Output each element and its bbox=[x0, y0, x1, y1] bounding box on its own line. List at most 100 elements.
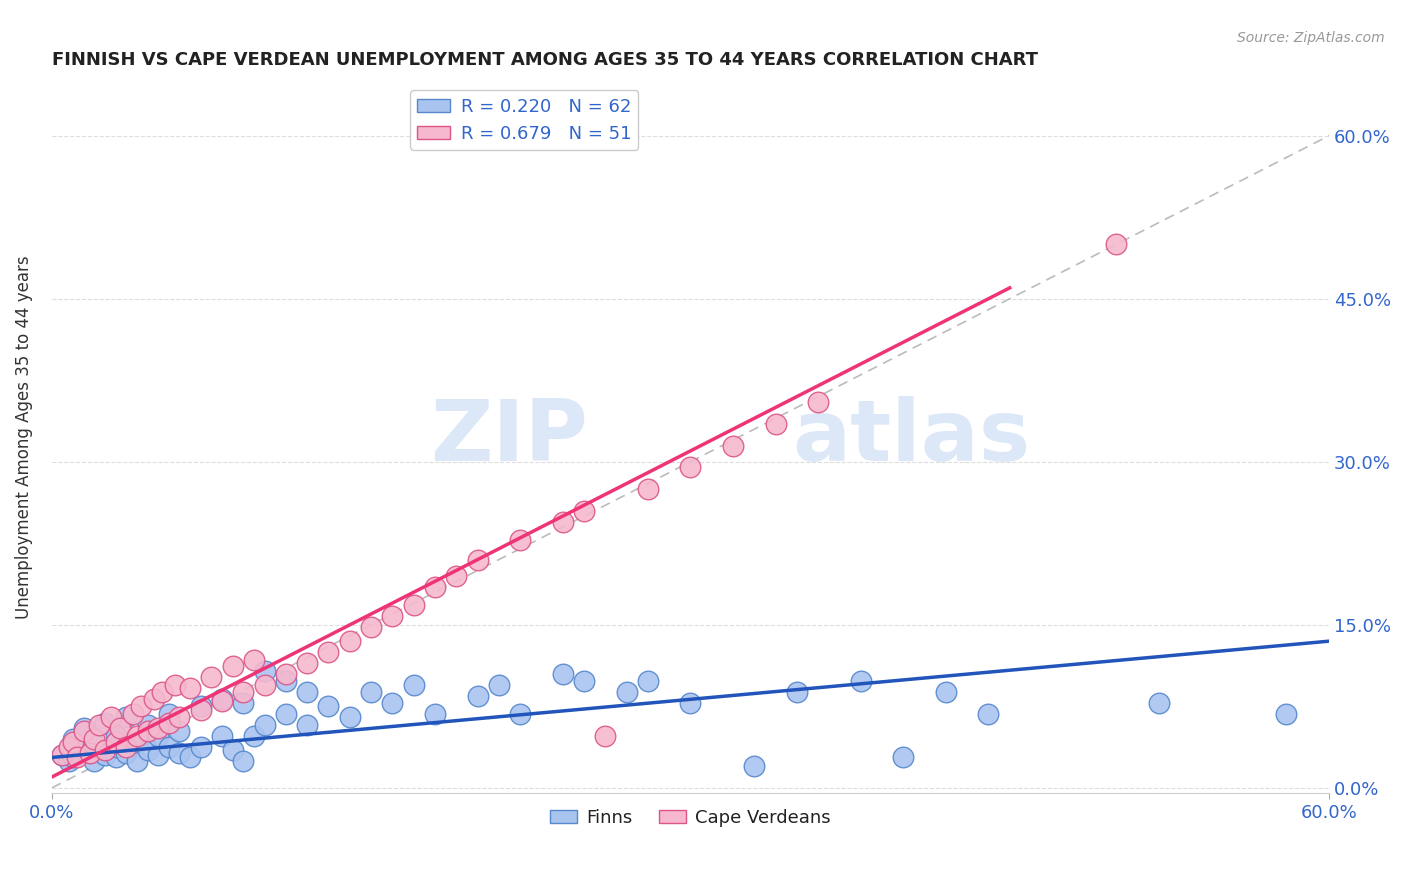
Point bbox=[253, 678, 276, 692]
Point bbox=[1275, 706, 1298, 721]
Point bbox=[62, 735, 84, 749]
Point bbox=[402, 599, 425, 613]
Point bbox=[190, 703, 212, 717]
Point bbox=[572, 674, 595, 689]
Point bbox=[190, 739, 212, 754]
Point bbox=[381, 696, 404, 710]
Point bbox=[274, 666, 297, 681]
Point bbox=[142, 691, 165, 706]
Point bbox=[73, 724, 96, 739]
Point bbox=[509, 706, 531, 721]
Point bbox=[1147, 696, 1170, 710]
Point bbox=[339, 710, 361, 724]
Point bbox=[165, 678, 187, 692]
Legend: Finns, Cape Verdeans: Finns, Cape Verdeans bbox=[543, 802, 838, 834]
Point bbox=[179, 750, 201, 764]
Point bbox=[66, 750, 89, 764]
Point bbox=[136, 743, 159, 757]
Y-axis label: Unemployment Among Ages 35 to 44 years: Unemployment Among Ages 35 to 44 years bbox=[15, 255, 32, 619]
Point bbox=[360, 685, 382, 699]
Point bbox=[551, 666, 574, 681]
Point bbox=[83, 731, 105, 746]
Point bbox=[62, 750, 84, 764]
Point bbox=[232, 696, 254, 710]
Point bbox=[121, 706, 143, 721]
Point bbox=[423, 706, 446, 721]
Point bbox=[51, 748, 73, 763]
Point bbox=[148, 721, 170, 735]
Point bbox=[637, 674, 659, 689]
Point bbox=[58, 754, 80, 768]
Point bbox=[94, 743, 117, 757]
Point bbox=[444, 569, 467, 583]
Point bbox=[51, 748, 73, 763]
Point bbox=[211, 729, 233, 743]
Point bbox=[169, 710, 191, 724]
Point bbox=[274, 706, 297, 721]
Point bbox=[222, 743, 245, 757]
Point bbox=[169, 746, 191, 760]
Point bbox=[62, 731, 84, 746]
Point bbox=[243, 729, 266, 743]
Point bbox=[157, 739, 180, 754]
Text: ZIP: ZIP bbox=[430, 396, 588, 479]
Point bbox=[360, 620, 382, 634]
Point bbox=[295, 656, 318, 670]
Point bbox=[679, 460, 702, 475]
Point bbox=[211, 691, 233, 706]
Point bbox=[232, 754, 254, 768]
Point bbox=[786, 685, 808, 699]
Point bbox=[232, 685, 254, 699]
Point bbox=[467, 689, 489, 703]
Point bbox=[94, 715, 117, 730]
Point bbox=[104, 735, 127, 749]
Point bbox=[87, 718, 110, 732]
Point bbox=[243, 653, 266, 667]
Point bbox=[637, 482, 659, 496]
Point bbox=[148, 748, 170, 763]
Point bbox=[73, 743, 96, 757]
Point bbox=[115, 739, 138, 754]
Point bbox=[253, 718, 276, 732]
Point bbox=[318, 699, 340, 714]
Point bbox=[79, 746, 101, 760]
Point bbox=[58, 739, 80, 754]
Point bbox=[488, 678, 510, 692]
Point bbox=[125, 735, 148, 749]
Point bbox=[1105, 237, 1128, 252]
Point bbox=[125, 754, 148, 768]
Point bbox=[100, 710, 122, 724]
Point bbox=[295, 685, 318, 699]
Point bbox=[593, 729, 616, 743]
Point bbox=[179, 681, 201, 695]
Point bbox=[381, 609, 404, 624]
Point bbox=[765, 417, 787, 431]
Point bbox=[83, 738, 105, 752]
Point bbox=[152, 685, 174, 699]
Point bbox=[104, 729, 127, 743]
Point bbox=[935, 685, 957, 699]
Point bbox=[402, 678, 425, 692]
Point bbox=[679, 696, 702, 710]
Point bbox=[169, 724, 191, 739]
Point bbox=[115, 710, 138, 724]
Point bbox=[339, 634, 361, 648]
Point bbox=[136, 718, 159, 732]
Point bbox=[253, 664, 276, 678]
Point bbox=[807, 395, 830, 409]
Point bbox=[148, 729, 170, 743]
Point bbox=[211, 694, 233, 708]
Point bbox=[849, 674, 872, 689]
Point bbox=[73, 721, 96, 735]
Point bbox=[742, 759, 765, 773]
Point bbox=[104, 750, 127, 764]
Point bbox=[200, 670, 222, 684]
Point bbox=[572, 504, 595, 518]
Text: FINNISH VS CAPE VERDEAN UNEMPLOYMENT AMONG AGES 35 TO 44 YEARS CORRELATION CHART: FINNISH VS CAPE VERDEAN UNEMPLOYMENT AMO… bbox=[52, 51, 1038, 69]
Point bbox=[274, 674, 297, 689]
Point bbox=[83, 754, 105, 768]
Point bbox=[157, 715, 180, 730]
Point bbox=[295, 718, 318, 732]
Point bbox=[467, 552, 489, 566]
Point bbox=[891, 750, 914, 764]
